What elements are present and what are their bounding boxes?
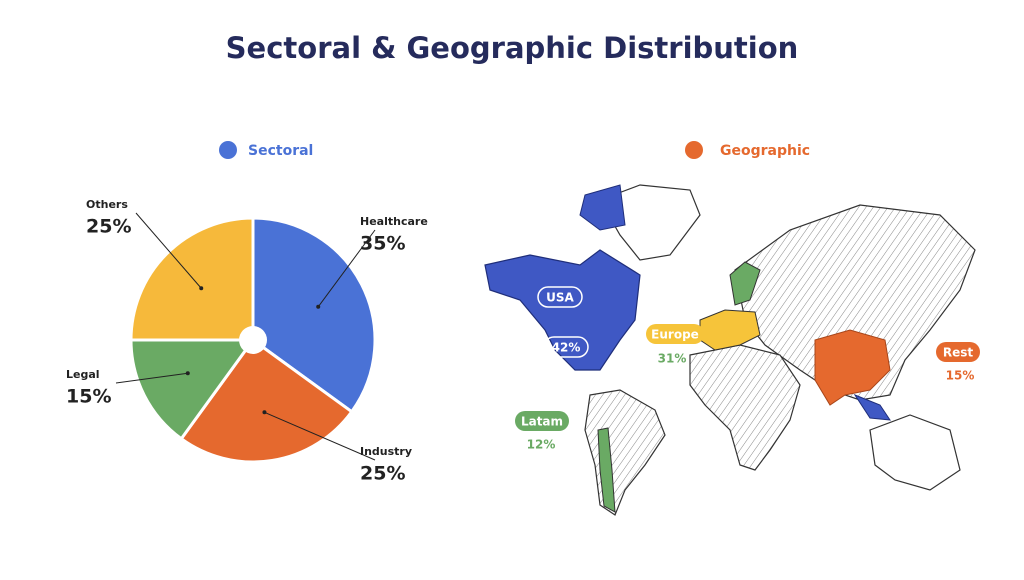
region-label: Europe [651, 328, 699, 342]
legend-dot [219, 141, 237, 159]
pie-hole [239, 326, 267, 354]
region-share: 12% [527, 438, 556, 452]
region-label: Rest [943, 346, 974, 360]
pie-slice [129, 216, 255, 342]
region-label: USA [546, 291, 574, 305]
region-pill [936, 342, 980, 362]
slice-label: Industry [360, 445, 412, 458]
asia [734, 204, 976, 401]
region-share: 42% [552, 341, 581, 355]
south-america [584, 389, 666, 516]
leader-line [264, 411, 376, 461]
legend-dot [685, 141, 703, 159]
scandinavia [729, 261, 761, 306]
pie-slice [251, 216, 377, 414]
europe-region [699, 309, 761, 351]
slice-label: Healthcare [360, 215, 428, 228]
rest-region [814, 329, 891, 406]
legend-label: Sectoral [248, 143, 313, 159]
slice-label: Legal [66, 368, 100, 381]
title: Sectoral & Geographic Distribution [226, 31, 799, 65]
region-share: 15% [946, 369, 975, 383]
slice-value: 25% [86, 216, 131, 238]
region-pill [515, 411, 569, 431]
legend-label: Geographic [720, 143, 810, 159]
region-share: 31% [658, 352, 687, 366]
slice-value: 35% [360, 233, 405, 255]
region-pill [646, 324, 704, 344]
leader-line [135, 212, 202, 289]
usa-region [484, 249, 641, 371]
se-asia [853, 393, 892, 421]
slice-label: Others [86, 198, 128, 211]
pie-slice [129, 338, 256, 441]
region-pill [537, 286, 583, 308]
leader-line [115, 372, 188, 384]
leader-line [317, 229, 376, 308]
slice-value: 15% [66, 386, 111, 408]
region-label: Latam [521, 415, 563, 429]
world-map [484, 184, 976, 516]
latam-highlight [597, 427, 616, 513]
greenland [599, 184, 701, 261]
australia [869, 414, 961, 491]
africa [689, 344, 801, 471]
slice-value: 25% [360, 463, 405, 485]
share-pill [543, 336, 589, 358]
arctic-islands [579, 184, 626, 231]
